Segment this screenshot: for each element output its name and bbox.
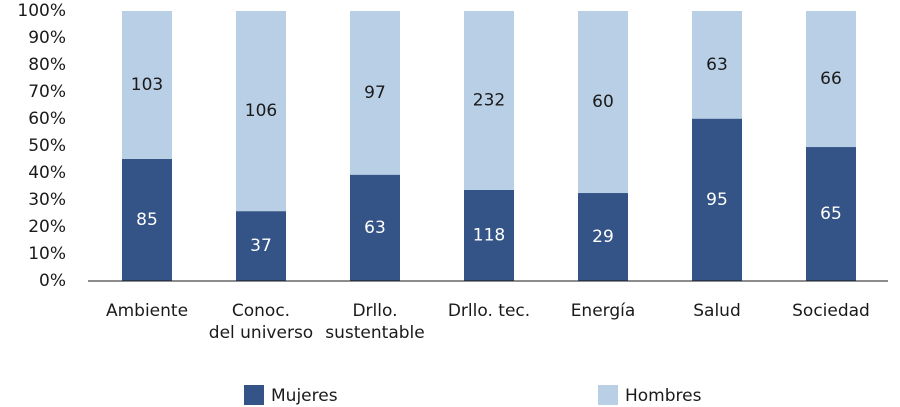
data-label: 66 xyxy=(820,69,842,89)
bar-segment xyxy=(350,11,400,175)
x-tick-label-line: Conoc. xyxy=(232,301,290,321)
data-label: 232 xyxy=(473,90,505,110)
x-tick-label-line: sustentable xyxy=(325,323,424,343)
data-label: 95 xyxy=(706,190,728,210)
data-label: 85 xyxy=(136,210,158,230)
x-tick-label-line: Energía xyxy=(571,301,636,321)
bar-segment xyxy=(806,11,856,148)
data-label: 60 xyxy=(592,92,614,112)
x-tick-label-line: Sociedad xyxy=(792,301,870,321)
bar-segment xyxy=(236,11,286,212)
data-label: 65 xyxy=(820,204,842,224)
x-tick-label: Conoc. del universo xyxy=(209,301,313,343)
bar-segment xyxy=(578,11,628,194)
bar-segment xyxy=(692,118,742,281)
x-tick-label-line: Drllo. xyxy=(352,301,397,321)
x-tick-label: Drllo. tec. xyxy=(448,301,530,321)
legend-label: Hombres xyxy=(625,386,702,406)
y-tick-label: 100% xyxy=(17,1,66,21)
bar-segment xyxy=(350,174,400,281)
y-tick-label: 70% xyxy=(28,82,66,102)
bar-segment xyxy=(236,211,286,281)
data-label: 118 xyxy=(473,225,505,245)
x-tick-label: Salud xyxy=(693,301,741,321)
legend-swatch xyxy=(598,385,618,405)
bar-segment xyxy=(806,147,856,281)
y-tick-label: 0% xyxy=(39,271,66,291)
bar-segment xyxy=(122,11,172,159)
data-label: 103 xyxy=(131,75,163,95)
y-tick-label: 40% xyxy=(28,163,66,183)
data-label: 63 xyxy=(364,218,386,238)
bar-segment xyxy=(464,11,514,190)
data-label: 63 xyxy=(706,55,728,75)
x-tick-label: Ambiente xyxy=(106,301,188,321)
data-label: 29 xyxy=(592,227,614,247)
legend-label: Mujeres xyxy=(271,386,338,406)
y-tick-label: 90% xyxy=(28,28,66,48)
y-tick-label: 80% xyxy=(28,55,66,75)
y-tick-label: 30% xyxy=(28,190,66,210)
y-tick-label: 60% xyxy=(28,109,66,129)
x-tick-label-line: Salud xyxy=(693,301,741,321)
data-label: 106 xyxy=(245,101,277,121)
x-tick-label: Drllo. sustentable xyxy=(325,301,424,343)
x-tick-label: Energía xyxy=(571,301,636,321)
y-tick-label: 10% xyxy=(28,244,66,264)
y-tick-label: 20% xyxy=(28,217,66,237)
data-label: 97 xyxy=(364,83,386,103)
y-tick-label: 50% xyxy=(28,136,66,156)
legend-swatch xyxy=(244,385,264,405)
x-tick-label-line: Drllo. tec. xyxy=(448,301,530,321)
bar-segment xyxy=(122,158,172,281)
x-tick-label: Sociedad xyxy=(792,301,870,321)
bar-segment xyxy=(692,11,742,119)
x-tick-label-line: Ambiente xyxy=(106,301,188,321)
data-label: 37 xyxy=(250,236,272,256)
bar-segment xyxy=(464,189,514,281)
bar-segment xyxy=(578,193,628,281)
x-tick-label-line: del universo xyxy=(209,323,313,343)
